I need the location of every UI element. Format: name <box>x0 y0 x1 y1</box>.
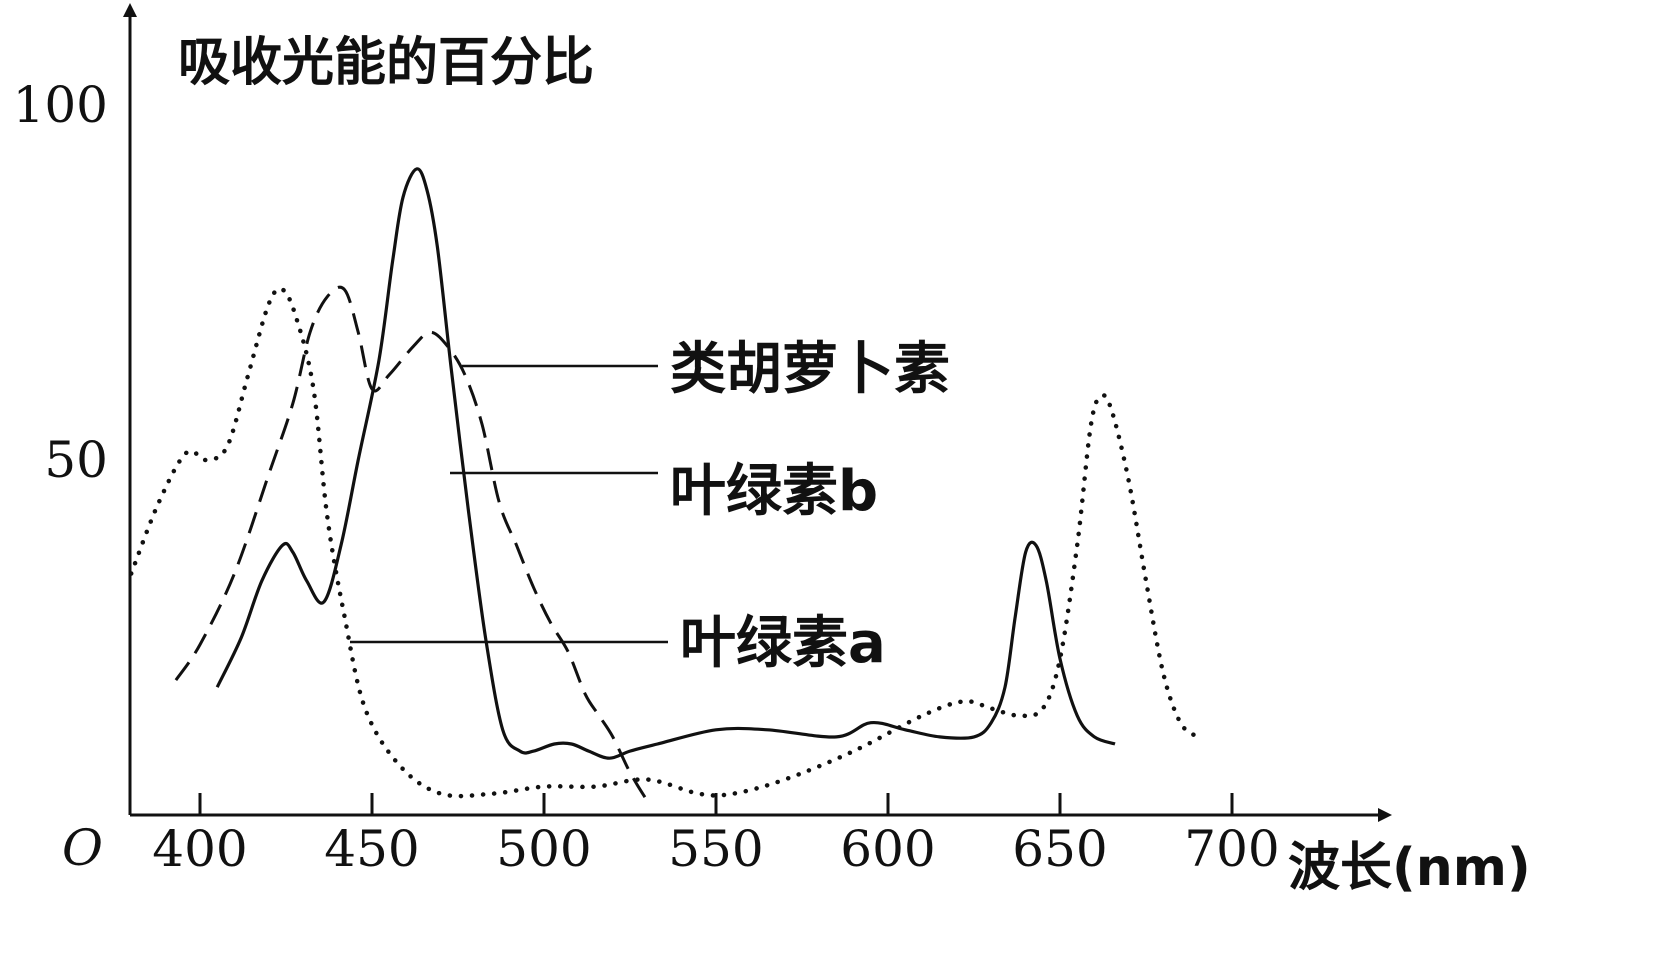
y-axis-label: 吸收光能的百分比 <box>178 33 594 93</box>
axis-ticks: 400 450 500 550 600 650 700 50 100 <box>13 76 1280 878</box>
series-line-carotenoid <box>174 285 649 802</box>
x-tick-label-700: 700 <box>1184 820 1279 878</box>
annotation-carotenoid: 类胡萝卜素 <box>670 337 950 402</box>
origin-label: O <box>62 819 103 877</box>
x-tick-label-400: 400 <box>152 820 247 878</box>
series-layer <box>128 167 1200 802</box>
annotation-chlorophyll-a: 叶绿素a <box>680 611 886 676</box>
x-tick-label-550: 550 <box>668 820 763 878</box>
series-line-chlorophyll-b <box>215 167 1116 760</box>
x-tick-label-450: 450 <box>324 820 419 878</box>
x-tick-label-600: 600 <box>840 820 935 878</box>
x-tick-label-500: 500 <box>496 820 591 878</box>
x-tick-label-650: 650 <box>1012 820 1107 878</box>
y-tick-label-100: 100 <box>13 76 108 134</box>
x-axis-label: 波长(nm) <box>1288 838 1531 898</box>
annotation-chlorophyll-b: 叶绿素b <box>670 459 878 524</box>
y-tick-label-50: 50 <box>44 431 108 489</box>
series-line-chlorophyll-a <box>128 286 1200 799</box>
